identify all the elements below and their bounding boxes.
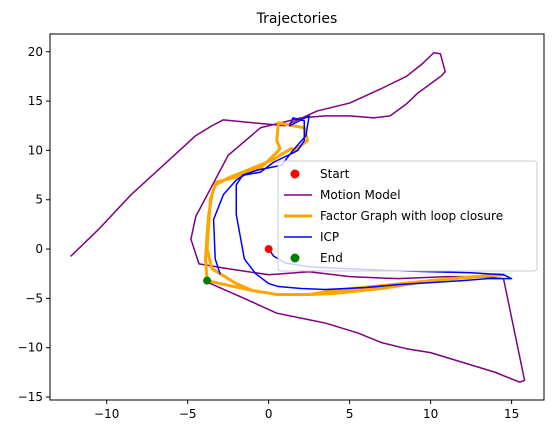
y-tick-label: −5	[25, 291, 43, 305]
x-tick-label: 10	[423, 407, 438, 421]
marker-end	[203, 276, 212, 285]
legend: Start Motion Model Factor Graph with loop …	[277, 160, 538, 272]
x-tick-label: −10	[94, 407, 119, 421]
y-tick-label: 10	[28, 143, 43, 157]
marker-start	[264, 245, 273, 254]
y-tick-label: 5	[35, 193, 43, 207]
chart-title: Trajectories	[256, 11, 338, 27]
x-tick-label: −5	[179, 407, 197, 421]
plot-area	[70, 51, 526, 383]
x-tick-label: 15	[504, 407, 519, 421]
legend-box	[277, 160, 538, 272]
y-tick-label: −15	[18, 390, 43, 404]
legend-marker-start	[290, 169, 300, 179]
y-tick-label: 0	[35, 242, 43, 256]
x-axis: −10 −5 0 5 10 15	[94, 400, 519, 421]
legend-marker-end	[290, 253, 300, 263]
x-tick-label: 5	[346, 407, 354, 421]
y-tick-label: 20	[28, 45, 43, 59]
series-line-icp	[212, 115, 513, 291]
legend-label-motion-model: Motion Model	[320, 188, 401, 202]
legend-label-factor-graph-with-loop-closure: Factor Graph with loop closure	[320, 209, 503, 223]
legend-label-icp: ICP	[320, 230, 339, 244]
y-tick-label: 15	[28, 94, 43, 108]
y-tick-label: −10	[18, 341, 43, 355]
legend-label-start: Start	[320, 167, 350, 181]
legend-label-end: End	[320, 251, 343, 265]
plot-frame	[49, 33, 545, 401]
x-tick-label: 0	[265, 407, 273, 421]
y-axis: −15 −10 −5 0 5 10 15 20	[18, 45, 50, 404]
